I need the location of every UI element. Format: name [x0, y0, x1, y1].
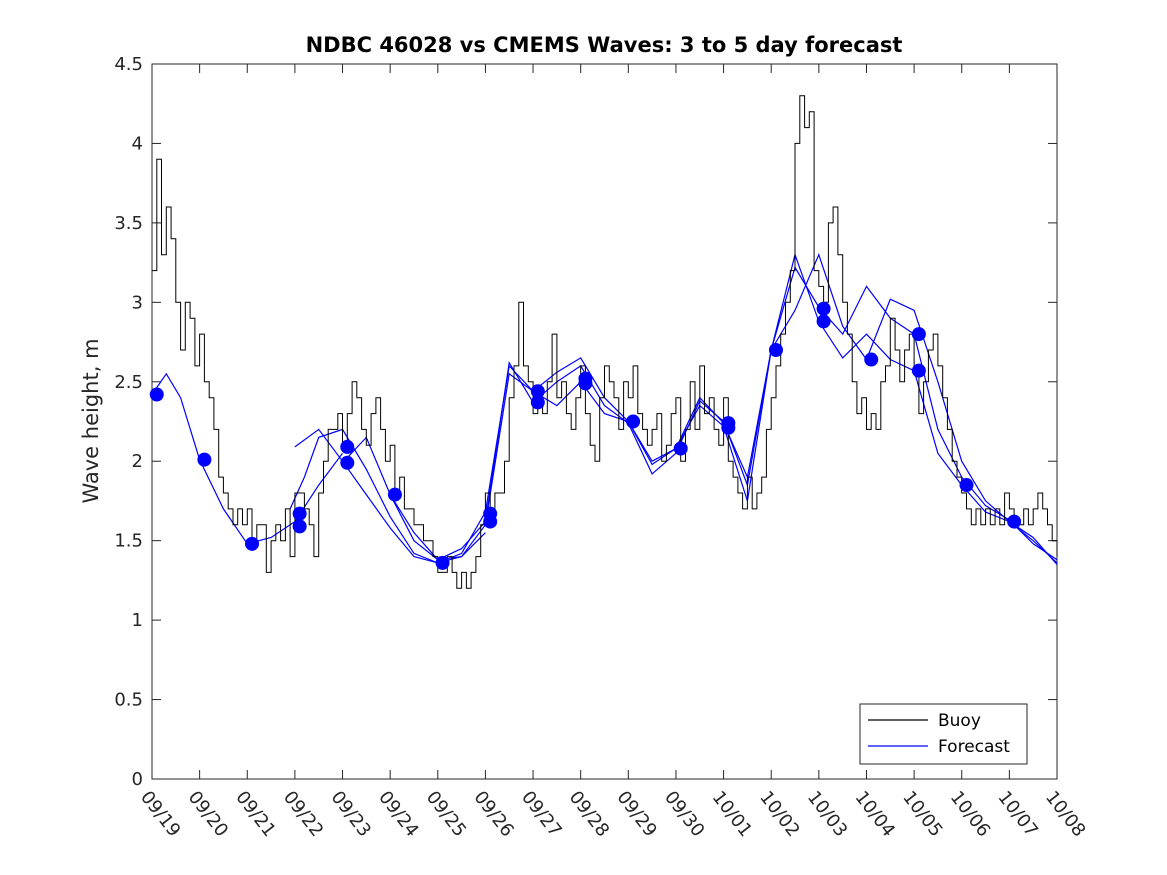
- y-tick-label: 2.5: [114, 372, 143, 393]
- forecast-marker: [673, 441, 688, 456]
- forecast-marker: [864, 352, 879, 367]
- forecast-marker: [911, 363, 926, 378]
- y-tick-label: 2: [132, 451, 143, 472]
- y-tick-label: 0: [132, 769, 143, 790]
- forecast-marker: [340, 439, 355, 454]
- legend: Buoy Forecast: [859, 703, 1028, 765]
- forecast-marker: [911, 327, 926, 342]
- forecast-marker: [578, 376, 593, 391]
- forecast-marker: [292, 519, 307, 534]
- y-tick-label: 3.5: [114, 213, 143, 234]
- forecast-marker: [768, 343, 783, 357]
- y-tick-label: 1.5: [114, 531, 143, 552]
- forecast-marker: [292, 506, 307, 521]
- y-tick-label: 4.5: [114, 54, 143, 75]
- forecast-marker: [816, 301, 831, 316]
- forecast-marker: [816, 314, 831, 329]
- forecast-marker: [245, 536, 260, 551]
- buoy-line: [152, 95, 1058, 589]
- axes-box: [151, 63, 1058, 780]
- y-tick-label: 3: [132, 292, 143, 313]
- legend-buoy-label: Buoy: [938, 711, 981, 731]
- chart-title: NDBC 46028 vs CMEMS Waves: 3 to 5 day fo…: [306, 33, 903, 57]
- forecast-marker: [530, 395, 545, 410]
- forecast-marker: [149, 387, 164, 402]
- forecast-marker: [483, 514, 498, 529]
- forecast-marker: [435, 555, 450, 570]
- legend-forecast-label: Forecast: [938, 737, 1010, 757]
- y-tick-label: 0.5: [114, 690, 143, 711]
- y-tick-label: 1: [132, 610, 143, 631]
- forecast-marker: [387, 487, 402, 502]
- forecast-marker: [959, 478, 974, 493]
- forecast-marker: [721, 420, 736, 435]
- forecast-marker: [340, 455, 355, 470]
- legend-box: [859, 703, 1028, 765]
- forecast-line: [151, 372, 343, 545]
- y-tick-label: 4: [132, 133, 143, 154]
- forecast-marker: [1007, 514, 1022, 529]
- forecast-marker: [197, 452, 212, 467]
- y-axis-label: Wave height, m: [79, 338, 103, 503]
- forecast-line: [289, 428, 486, 564]
- forecast-marker: [626, 414, 641, 429]
